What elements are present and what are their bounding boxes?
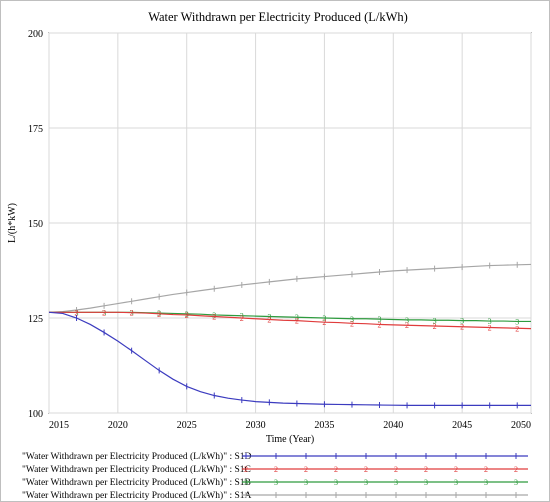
x-axis-label: Time (Year) [266,434,314,445]
y-tick-label: 200 [28,29,43,40]
series-marker: 3 [295,313,299,322]
series-marker: 3 [515,317,519,326]
series-4 [48,261,532,314]
x-tick-label: 2040 [383,420,403,431]
series-marker: 2 [212,312,216,321]
series-marker: 2 [378,320,382,329]
legend-marker: 2 [244,465,248,474]
x-tick-label: 2045 [452,420,472,431]
series-line [49,311,532,330]
y-tick-label: 125 [28,314,43,325]
series-marker: 3 [460,317,464,326]
legend-marker: 3 [484,478,488,487]
legend-marker: 2 [514,465,518,474]
series-marker: 3 [267,312,271,321]
series-marker: 2 [240,314,244,323]
y-tick-label: 100 [28,409,43,420]
series-marker: 3 [378,315,382,324]
x-tick-label: 2020 [108,420,128,431]
legend-marker: 3 [364,478,368,487]
legend-label: "Water Withdrawn per Electricity Produce… [22,451,251,462]
x-tick-label: 2015 [49,420,69,431]
legend-item: "Water Withdrawn per Electricity Produce… [22,490,528,501]
series-marker: 2 [488,324,492,333]
series-marker: 3 [322,314,326,323]
legend-marker: 3 [274,478,278,487]
y-tick-labels: 100 125 150 175 200 [28,29,43,420]
series-marker: 2 [433,322,437,331]
y-axis-label: L/(h*kW) [7,203,18,243]
legend-marker: 3 [334,478,338,487]
legend-marker: 3 [514,478,518,487]
legend-marker: 3 [244,478,248,487]
legend-marker: 2 [394,465,398,474]
legend-item: "Water Withdrawn per Electricity Produce… [22,451,528,462]
legend-marker: 2 [454,465,458,474]
legend-item: "Water Withdrawn per Electricity Produce… [22,464,528,475]
legend-marker: 3 [304,478,308,487]
series-marker: 3 [185,310,189,319]
series-marker: 2 [75,308,79,317]
series-marker: 2 [460,323,464,332]
x-tick-label: 2030 [246,420,266,431]
series-line [48,311,531,406]
x-tick-label: 2025 [177,420,197,431]
series-marker: 2 [322,318,326,327]
series-2: 2 2 2 2 2 2 2 2 2 2 2 2 2 2 2 2 2 [49,308,532,333]
x-tick-label: 2050 [511,420,531,431]
series-1 [48,311,531,409]
series-layer: 3 3 3 3 3 3 3 3 3 3 3 3 3 3 3 3 32 2 2 2 2 2 2 2 2 2 2 2 2 2 2 2 2 [48,261,532,409]
series-marker: 3 [350,315,354,324]
legend-marker: 3 [454,478,458,487]
series-marker: 2 [185,311,189,320]
series-marker: 3 [433,316,437,325]
series-line [48,263,532,313]
series-marker: 2 [267,316,271,325]
legend-marker: 2 [334,465,338,474]
series-marker: 2 [295,317,299,326]
series-marker: 2 [102,308,106,317]
legend: "Water Withdrawn per Electricity Produce… [22,451,528,501]
series-marker: 2 [350,319,354,328]
legend-marker: 2 [274,465,278,474]
series-marker: 2 [157,310,161,319]
y-tick-label: 175 [28,124,43,135]
chart-title: Water Withdrawn per Electricity Produced… [148,10,408,24]
series-marker: 3 [240,312,244,321]
legend-marker: 2 [364,465,368,474]
series-marker: 3 [488,317,492,326]
x-tick-label: 2035 [314,420,334,431]
series-marker: 3 [212,311,216,320]
legend-marker: 3 [424,478,428,487]
legend-marker: 2 [424,465,428,474]
x-tick-labels: 2015 2020 2025 2030 2035 2040 2045 2050 [49,420,531,431]
y-tick-label: 150 [28,219,43,230]
legend-label: "Water Withdrawn per Electricity Produce… [22,477,251,488]
gridlines [48,32,532,414]
legend-item: "Water Withdrawn per Electricity Produce… [22,477,528,488]
series-marker: 2 [130,309,134,318]
series-marker: 3 [405,316,409,325]
legend-label: "Water Withdrawn per Electricity Produce… [22,490,251,501]
series-marker: 2 [515,324,519,333]
legend-marker: 2 [484,465,488,474]
legend-marker: 3 [394,478,398,487]
series-marker: 2 [405,321,409,330]
legend-marker: 2 [304,465,308,474]
legend-label: "Water Withdrawn per Electricity Produce… [22,464,251,475]
